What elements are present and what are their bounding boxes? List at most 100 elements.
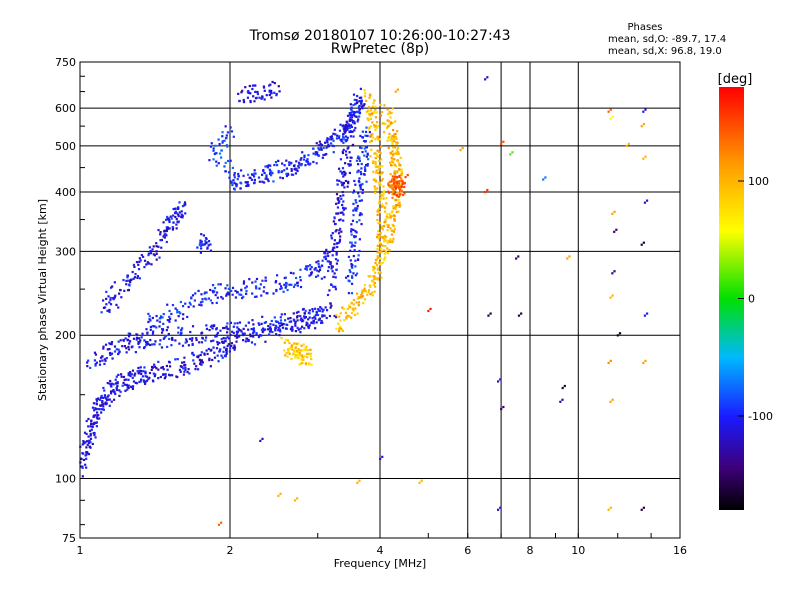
echo-point xyxy=(208,357,211,360)
echo-point xyxy=(627,142,630,145)
echo-point xyxy=(381,455,384,458)
echo-point xyxy=(315,311,318,314)
echo-point xyxy=(336,197,339,200)
echo-point xyxy=(101,401,104,404)
echo-point xyxy=(260,328,264,331)
echo-point xyxy=(288,161,291,164)
echo-point xyxy=(160,246,163,249)
echo-point xyxy=(209,243,212,246)
echo-point xyxy=(280,323,284,327)
echo-point xyxy=(509,153,512,156)
echo-point xyxy=(87,435,90,438)
echo-point xyxy=(373,111,376,114)
echo-point xyxy=(110,340,114,344)
echo-point xyxy=(336,134,339,137)
echo-point xyxy=(361,136,364,139)
echo-point xyxy=(333,222,337,226)
echo-point xyxy=(263,171,266,175)
echo-point xyxy=(350,106,353,109)
echo-point xyxy=(103,358,107,361)
echo-point xyxy=(144,380,147,383)
echo-point xyxy=(376,213,379,216)
echo-point xyxy=(233,176,236,179)
echo-point xyxy=(328,314,332,318)
echo-point xyxy=(266,166,270,169)
echo-point xyxy=(233,174,236,177)
echo-point xyxy=(339,312,342,315)
echo-point xyxy=(227,287,230,290)
echo-point xyxy=(278,324,282,328)
echo-point xyxy=(143,265,146,269)
echo-point xyxy=(284,338,288,341)
echo-point xyxy=(110,343,113,346)
echo-point xyxy=(365,110,368,114)
echo-point xyxy=(253,330,256,333)
echo-point xyxy=(171,226,174,229)
echo-point xyxy=(352,228,355,232)
echo-point xyxy=(224,337,227,340)
echo-point xyxy=(152,245,155,248)
echo-point xyxy=(376,251,379,254)
echo-point xyxy=(292,351,296,354)
echo-point xyxy=(184,203,187,206)
echo-point xyxy=(208,359,211,362)
echo-point xyxy=(163,336,166,339)
echo-point xyxy=(278,322,281,325)
echo-point xyxy=(250,334,253,337)
echo-point xyxy=(215,152,218,155)
echo-point xyxy=(542,178,545,181)
echo-point xyxy=(157,377,160,380)
echo-point xyxy=(374,105,377,108)
echo-point xyxy=(366,152,369,155)
echo-point xyxy=(238,329,241,332)
echo-point xyxy=(609,400,612,403)
echo-point xyxy=(137,268,141,271)
echo-point xyxy=(374,138,377,141)
echo-point xyxy=(461,146,464,150)
echo-point xyxy=(235,333,239,336)
echo-point xyxy=(244,324,248,327)
echo-point xyxy=(128,342,131,345)
echo-point xyxy=(374,188,377,192)
echo-point xyxy=(268,333,271,336)
echo-point xyxy=(344,138,347,141)
echo-point xyxy=(221,356,224,359)
echo-point xyxy=(135,336,139,339)
echo-point xyxy=(240,288,243,291)
echo-point xyxy=(127,288,131,292)
echo-point xyxy=(221,141,224,144)
echo-point xyxy=(356,204,359,208)
echo-point xyxy=(373,277,376,281)
echo-point xyxy=(307,352,310,355)
echo-point xyxy=(383,240,386,243)
echo-point xyxy=(364,169,367,173)
echo-point xyxy=(290,169,293,172)
echo-point xyxy=(275,325,278,328)
echo-point xyxy=(496,508,500,511)
echo-point xyxy=(157,360,160,363)
echo-point xyxy=(398,174,401,178)
echo-point xyxy=(385,126,389,130)
echo-point xyxy=(345,139,349,142)
echo-point xyxy=(211,301,214,305)
echo-point xyxy=(286,288,289,292)
echo-point xyxy=(380,179,383,182)
echo-point xyxy=(337,241,340,245)
echo-point xyxy=(381,177,384,181)
x-axis-label: Frequency [MHz] xyxy=(334,557,426,570)
echo-point xyxy=(377,124,380,127)
x-tick-label: 8 xyxy=(527,544,534,557)
echo-point xyxy=(355,209,358,212)
echo-point xyxy=(381,171,384,174)
echo-point xyxy=(258,180,261,183)
echo-point xyxy=(339,138,342,141)
echo-point xyxy=(235,183,239,186)
echo-point xyxy=(347,292,351,295)
echo-point xyxy=(254,172,257,175)
echo-point xyxy=(397,198,400,201)
echo-point xyxy=(158,317,161,320)
echo-point xyxy=(302,307,305,311)
echo-point xyxy=(260,97,263,100)
echo-point xyxy=(197,354,200,357)
echo-point xyxy=(384,218,387,221)
